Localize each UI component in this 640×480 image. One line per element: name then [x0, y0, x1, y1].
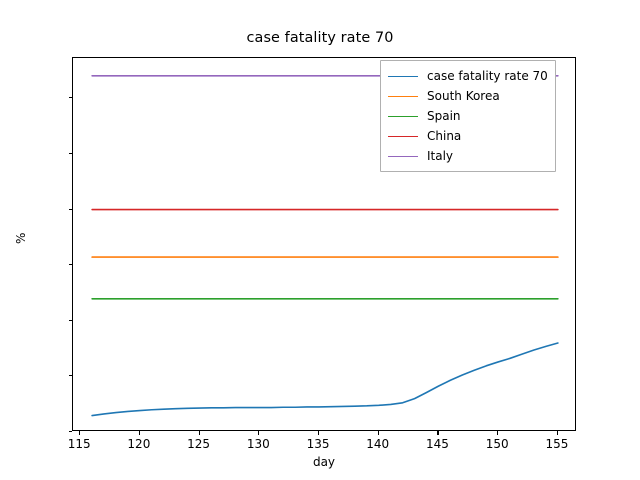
y-tick-mark — [68, 152, 72, 155]
legend-item: South Korea — [388, 86, 548, 106]
y-tick-mark — [68, 208, 72, 210]
x-tick-mark — [258, 431, 260, 435]
legend-color-swatch — [388, 135, 418, 137]
x-tick-mark — [437, 431, 439, 435]
x-tick-label: 145 — [426, 437, 449, 451]
y-tick-mark — [68, 97, 72, 99]
x-tick-mark — [79, 431, 81, 435]
x-tick-label: 135 — [306, 437, 330, 451]
legend-item-label: case fatality rate 70 — [427, 69, 548, 83]
x-tick-label: 155 — [545, 437, 569, 451]
legend-color-swatch — [388, 115, 418, 117]
x-tick-mark — [556, 431, 558, 435]
series-line — [91, 342, 559, 417]
legend-item: Italy — [388, 146, 548, 166]
legend-color-swatch — [388, 155, 418, 157]
x-tick-label: 150 — [485, 437, 509, 451]
legend-color-swatch — [388, 75, 418, 77]
legend-color-swatch — [388, 95, 418, 97]
chart-title: case fatality rate 70 — [246, 30, 394, 46]
y-tick-mark — [68, 431, 72, 433]
x-axis-label: day — [312, 455, 336, 469]
legend-item: case fatality rate 70 — [388, 66, 548, 86]
x-tick-label: 120 — [127, 437, 151, 451]
x-tick-label: 115 — [67, 437, 91, 451]
legend-item-label: Spain — [427, 109, 461, 123]
x-tick-mark — [318, 431, 320, 435]
legend-item-label: South Korea — [427, 89, 500, 103]
legend-item-label: China — [427, 129, 462, 143]
y-tick-mark — [68, 375, 72, 377]
x-tick-mark — [138, 431, 140, 435]
x-tick-label: 130 — [246, 437, 270, 451]
y-tick-mark — [68, 264, 72, 266]
x-tick-label: 140 — [366, 437, 390, 451]
legend-item-label: Italy — [427, 149, 454, 163]
x-tick-mark — [497, 431, 499, 435]
x-tick-mark — [377, 431, 379, 435]
y-tick-mark — [68, 319, 72, 321]
legend-item: China — [388, 126, 548, 146]
x-tick-mark — [198, 431, 200, 435]
x-tick-label: 125 — [187, 437, 211, 451]
legend-item: Spain — [388, 106, 548, 126]
y-axis-label: % — [14, 232, 28, 244]
chart-legend: case fatality rate 70 South Korea Spain Chi… — [380, 60, 556, 172]
